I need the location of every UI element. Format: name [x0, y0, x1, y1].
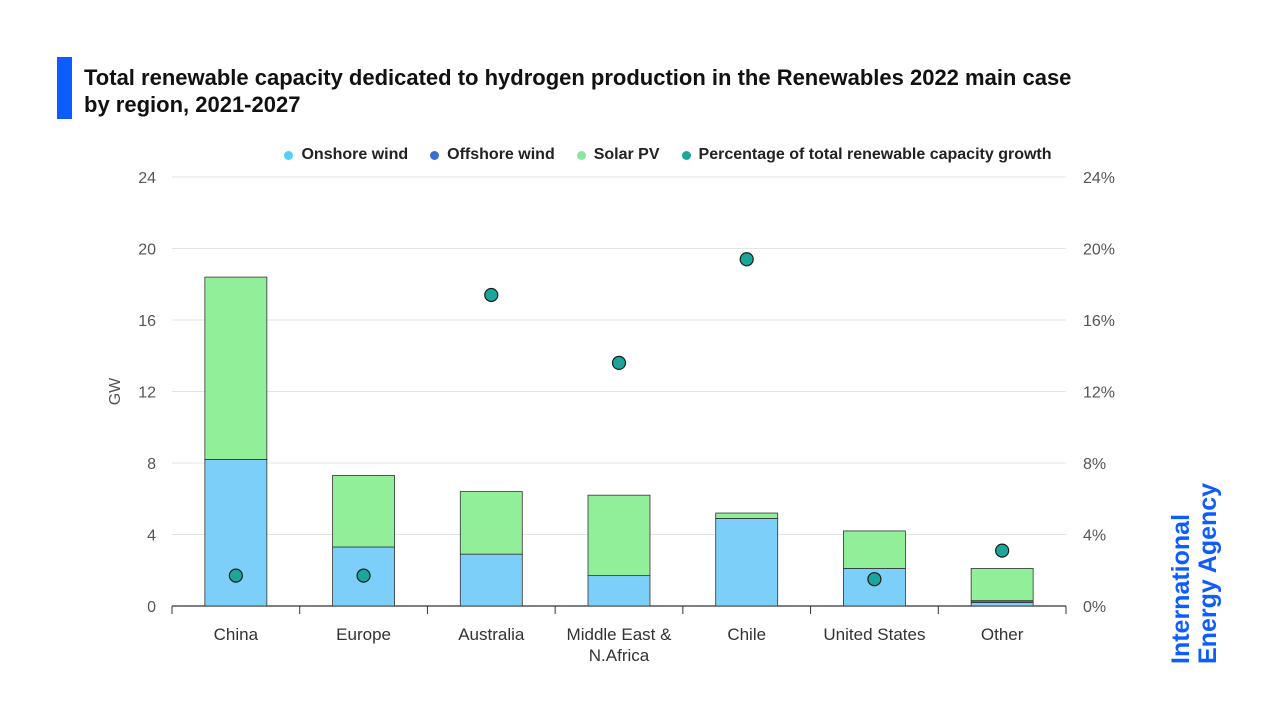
percentage-point-5 — [867, 572, 882, 587]
y2-tick-label-24: 24% — [1083, 170, 1115, 187]
y-tick-label-4: 4 — [147, 528, 156, 545]
y-tick-label-20: 20 — [138, 242, 156, 259]
y-tick-label-0: 0 — [147, 599, 156, 616]
legend-label-percentage: Percentage of total renewable capacity g… — [698, 146, 1052, 163]
x-tick-label-2: Australia — [458, 625, 525, 644]
iea-logo-line1: International — [1167, 513, 1195, 664]
legend-label-onshore-wind: Onshore wind — [301, 146, 409, 163]
percentage-point-3 — [611, 355, 627, 370]
legend-swatch-percentage — [681, 150, 691, 160]
x-tick-label-3: Middle East & N.Africa — [567, 625, 673, 665]
iea-logo-line2: Energy Agency — [1194, 482, 1222, 664]
legend-item-onshore-wind: Onshore wind — [284, 142, 408, 168]
legend-label-solar-pv: Solar PV — [593, 146, 660, 163]
y-tick-label-16: 16 — [138, 313, 156, 330]
y2-tick-label-8: 8% — [1083, 456, 1106, 473]
chart-legend: Onshore wind Offshore wind Solar PV Perc… — [0, 142, 1280, 168]
legend-swatch-onshore-wind — [284, 150, 294, 160]
percentage-point-4 — [739, 252, 754, 267]
y-tick-label-24: 24 — [138, 170, 156, 187]
bar-onshore-wind-6 — [970, 602, 1034, 607]
bar-onshore-wind-3 — [587, 575, 651, 607]
legend-swatch-solar-pv — [576, 150, 586, 160]
percentage-point-0 — [228, 568, 243, 583]
chart-title-line1: Total renewable capacity dedicated to hy… — [84, 65, 1072, 90]
y2-tick-label-4: 4% — [1083, 528, 1106, 545]
percentage-point-6 — [995, 543, 1010, 558]
legend-swatch-offshore-wind — [430, 150, 440, 160]
x-tick-label-4: Chile — [727, 625, 766, 644]
y-tick-label-12: 12 — [138, 385, 156, 402]
y2-tick-label-20: 20% — [1083, 242, 1115, 259]
y-tick-label-8: 8 — [147, 456, 156, 473]
x-tick-label-6: Other — [981, 625, 1024, 644]
bar-solar-pv-0 — [204, 276, 268, 460]
bar-onshore-wind-0 — [204, 459, 268, 607]
legend-label-offshore-wind: Offshore wind — [447, 146, 555, 163]
percentage-point-1 — [356, 568, 371, 583]
title-accent-bar — [57, 57, 72, 119]
chart-title-line2: by region, 2021-2027 — [84, 92, 301, 117]
y-axis-label: GW — [107, 377, 124, 405]
legend-item-percentage: Percentage of total renewable capacity g… — [681, 142, 1052, 168]
legend-item-solar-pv: Solar PV — [576, 142, 660, 168]
x-tick-label-0: China — [214, 625, 259, 644]
bar-solar-pv-1 — [332, 475, 395, 548]
bar-solar-pv-4 — [715, 512, 779, 519]
legend-item-offshore-wind: Offshore wind — [430, 142, 555, 168]
y2-tick-label-12: 12% — [1083, 385, 1115, 402]
y2-tick-label-0: 0% — [1083, 599, 1106, 616]
x-tick-label-1: Europe — [336, 625, 391, 644]
bar-solar-pv-5 — [843, 530, 906, 569]
bar-solar-pv-3 — [587, 494, 651, 577]
bar-onshore-wind-2 — [459, 553, 523, 607]
chart-title: Total renewable capacity dedicated to hy… — [84, 64, 1204, 118]
iea-logo: International Energy Agency — [1167, 464, 1238, 664]
bar-onshore-wind-4 — [715, 518, 779, 607]
x-tick-label-5: United States — [823, 625, 925, 644]
y2-tick-label-16: 16% — [1083, 313, 1115, 330]
percentage-point-2 — [484, 287, 499, 303]
bar-solar-pv-6 — [970, 568, 1034, 602]
bar-solar-pv-2 — [459, 491, 523, 555]
